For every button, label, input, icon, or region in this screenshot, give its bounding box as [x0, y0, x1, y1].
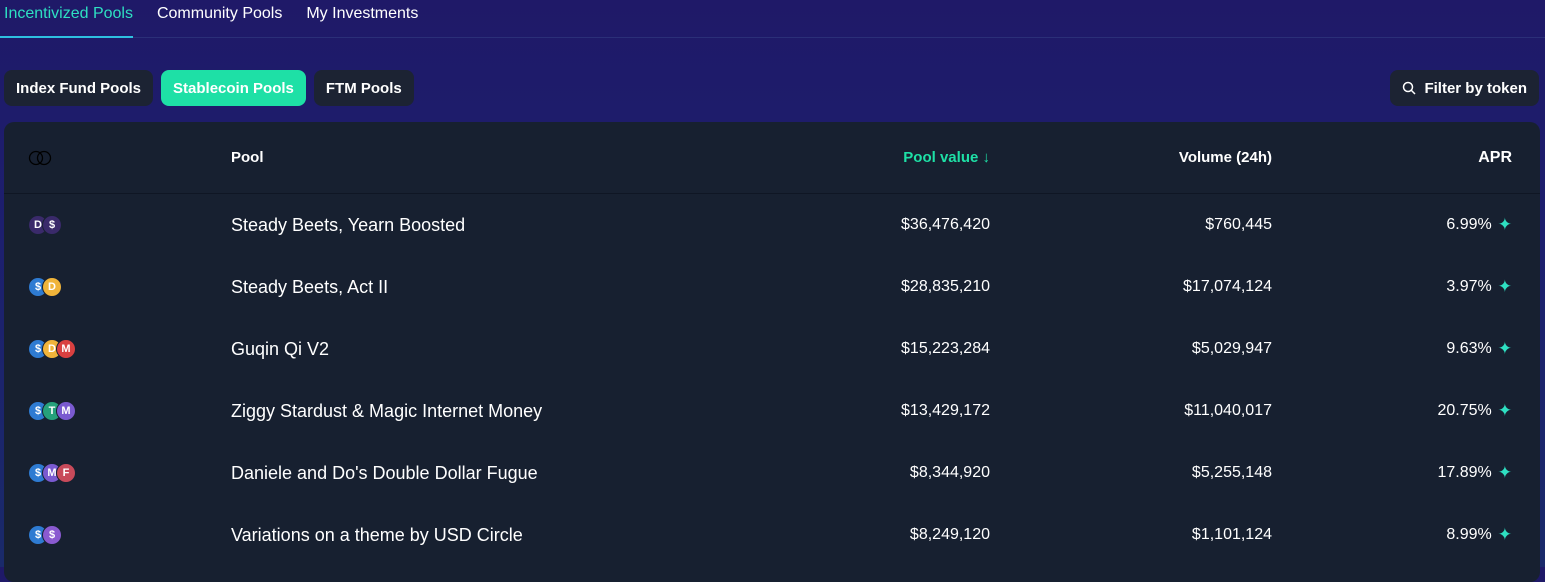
apr-value: 9.63% [1446, 340, 1492, 357]
token-icon: M [56, 401, 76, 421]
sparkles-icon[interactable]: ✦ [1497, 277, 1512, 296]
tab-my-investments[interactable]: My Investments [306, 5, 419, 22]
table-row[interactable]: $ T M Ziggy Stardust & Magic Internet Mone… [4, 380, 1540, 442]
pool-name: Variations on a theme by USD Circle [231, 524, 523, 545]
apr-cell: 3.97% ✦ [1446, 256, 1512, 318]
filter-by-token-button[interactable]: Filter by token [1390, 70, 1539, 106]
apr-column-header[interactable]: APR [1478, 148, 1512, 166]
filter-label: Filter by token [1424, 79, 1527, 97]
apr-value: 3.97% [1446, 278, 1492, 295]
token-icons: $ D M [28, 318, 76, 380]
pool-value-column-header[interactable]: Pool value ↓ [903, 149, 990, 166]
table-row[interactable]: $ $ Variations on a theme by USD Circle $… [4, 504, 1540, 566]
apr-cell: 20.75% ✦ [1437, 380, 1512, 442]
apr-value: 20.75% [1437, 402, 1492, 419]
sparkles-icon[interactable]: ✦ [1497, 401, 1512, 420]
token-icon: D [42, 277, 62, 297]
stablecoin-pools-button[interactable]: Stablecoin Pools [161, 70, 306, 106]
pool-value: $8,344,920 [909, 464, 990, 481]
token-icons: $ $ [28, 504, 62, 566]
table-header: Pool Pool value ↓ Volume (24h) APR [4, 122, 1540, 194]
token-icon: M [56, 339, 76, 359]
token-icon: F [56, 463, 76, 483]
sparkles-icon[interactable]: ✦ [1497, 339, 1512, 358]
token-icons: $ D [28, 256, 62, 318]
token-icons: D $ [28, 194, 62, 256]
apr-cell: 8.99% ✦ [1446, 504, 1512, 566]
volume-24h: $5,255,148 [1191, 464, 1272, 481]
pool-tabs: Incentivized Pools Community Pools My In… [0, 0, 1545, 38]
table-row[interactable]: $ D M Guqin Qi V2 $15,223,284 $5,029,947 9… [4, 318, 1540, 380]
volume-24h: $11,040,017 [1184, 402, 1272, 419]
volume-column-header[interactable]: Volume (24h) [1178, 149, 1272, 166]
sparkles-icon[interactable]: ✦ [1497, 215, 1512, 234]
pool-name: Steady Beets, Yearn Boosted [231, 214, 466, 235]
table-row[interactable]: $ D Steady Beets, Act II $28,835,210 $17,… [4, 256, 1540, 318]
token-icon: $ [42, 525, 62, 545]
pool-value: $15,223,284 [901, 340, 990, 357]
pool-value: $8,249,120 [909, 526, 990, 543]
search-icon [1403, 81, 1416, 95]
volume-24h: $17,074,124 [1183, 278, 1272, 295]
sparkles-icon[interactable]: ✦ [1497, 525, 1512, 544]
table-row[interactable]: $ M F Daniele and Do's Double Dollar Fugue… [4, 442, 1540, 504]
ftm-pools-button[interactable]: FTM Pools [313, 70, 414, 106]
apr-value: 6.99% [1446, 216, 1492, 233]
pool-name: Steady Beets, Act II [231, 276, 389, 297]
tab-community-pools[interactable]: Community Pools [156, 5, 283, 22]
pool-name: Guqin Qi V2 [231, 338, 330, 359]
volume-24h: $760,445 [1205, 216, 1272, 233]
table-row[interactable]: D $ Steady Beets, Yearn Boosted $36,476,4… [4, 194, 1540, 256]
pool-value: $13,429,172 [901, 402, 990, 419]
sparkles-icon[interactable]: ✦ [1497, 463, 1512, 482]
pools-table: Pool Pool value ↓ Volume (24h) APR D $ St… [4, 122, 1540, 582]
apr-value: 8.99% [1446, 526, 1492, 543]
volume-24h: $5,029,947 [1191, 340, 1272, 357]
tokens-icon [28, 122, 54, 193]
apr-value: 17.89% [1437, 464, 1492, 481]
token-icon: $ [42, 215, 62, 235]
token-icons: $ T M [28, 380, 76, 442]
pool-column-header: Pool [231, 149, 264, 166]
pool-value: $28,835,210 [901, 278, 990, 295]
pool-name: Ziggy Stardust & Magic Internet Money [231, 400, 543, 421]
pool-name: Daniele and Do's Double Dollar Fugue [231, 462, 538, 483]
pool-category-chips: Index Fund Pools Stablecoin Pools FTM Po… [4, 70, 414, 106]
volume-24h: $1,101,124 [1191, 526, 1272, 543]
apr-cell: 6.99% ✦ [1446, 194, 1512, 256]
apr-cell: 9.63% ✦ [1446, 318, 1512, 380]
token-icons: $ M F [28, 442, 76, 504]
index-fund-pools-button[interactable]: Index Fund Pools [4, 70, 154, 106]
pool-value: $36,476,420 [901, 216, 990, 233]
tab-incentivized-pools[interactable]: Incentivized Pools [0, 0, 133, 38]
apr-cell: 17.89% ✦ [1437, 442, 1512, 504]
